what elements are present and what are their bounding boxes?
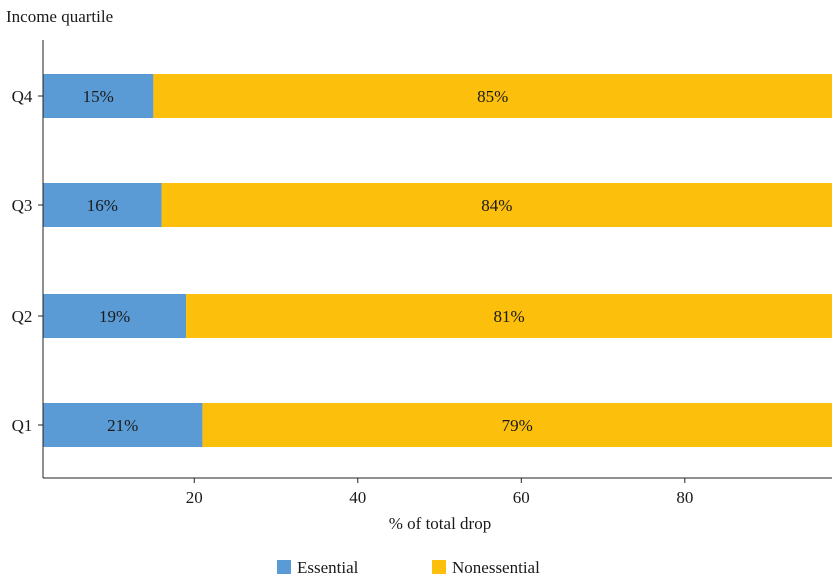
data-label-nonessential-q3: 84% <box>481 196 512 215</box>
x-axis-title: % of total drop <box>389 514 491 533</box>
bar-nonessential-q2 <box>186 294 832 338</box>
y-tick-label: Q2 <box>12 307 33 326</box>
bar-essential-q1 <box>43 403 203 447</box>
x-tick-label: 40 <box>349 488 366 507</box>
data-label-essential-q4: 15% <box>83 87 114 106</box>
data-label-essential-q2: 19% <box>99 307 130 326</box>
data-label-essential-q3: 16% <box>87 196 118 215</box>
bar-nonessential-q4 <box>153 74 832 118</box>
x-tick-label: 80 <box>676 488 693 507</box>
data-label-essential-q1: 21% <box>107 416 138 435</box>
y-tick-label: Q4 <box>12 87 33 106</box>
x-tick-label: 20 <box>186 488 203 507</box>
y-axis-title: Income quartile <box>6 7 113 26</box>
legend-swatch-nonessential <box>432 560 446 574</box>
x-tick-label: 60 <box>513 488 530 507</box>
bar-nonessential-q1 <box>202 403 832 447</box>
bar-essential-q2 <box>43 294 187 338</box>
legend-label-nonessential: Nonessential <box>452 558 540 577</box>
bar-essential-q3 <box>43 183 162 227</box>
bar-essential-q4 <box>43 74 154 118</box>
y-tick-label: Q3 <box>12 196 33 215</box>
x-ticks: 20 40 60 80 <box>186 478 693 507</box>
bar-nonessential-q3 <box>161 183 832 227</box>
bars: 21% 79% 19% 81% 16% 84% 15% 85% <box>43 74 832 447</box>
legend-label-essential: Essential <box>297 558 359 577</box>
data-label-nonessential-q4: 85% <box>477 87 508 106</box>
legend-swatch-essential <box>277 560 291 574</box>
data-label-nonessential-q1: 79% <box>502 416 533 435</box>
axes <box>42 40 832 479</box>
legend: Essential Nonessential <box>277 558 540 577</box>
y-tick-label: Q1 <box>12 416 33 435</box>
y-ticks: Q1 Q2 Q3 Q4 <box>12 87 43 435</box>
data-label-nonessential-q2: 81% <box>493 307 524 326</box>
